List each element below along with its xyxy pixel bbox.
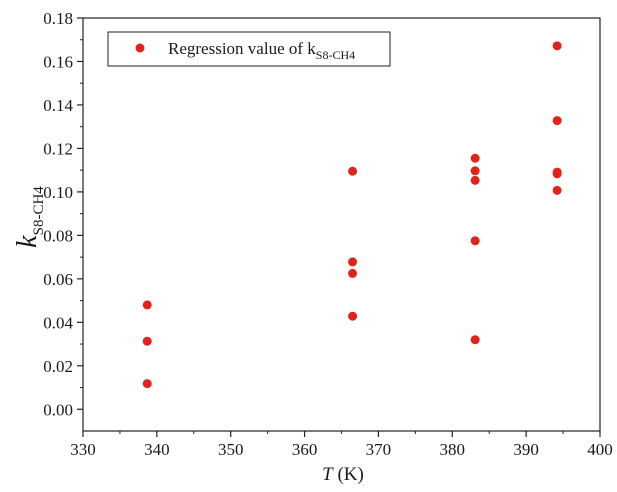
data-point — [552, 41, 562, 51]
x-axis-symbol: T — [322, 464, 334, 485]
plot-frame — [82, 17, 601, 432]
x-tick-label: 330 — [70, 440, 96, 459]
data-point — [470, 335, 480, 345]
y-tick-label: 0.02 — [43, 357, 73, 376]
legend-box — [107, 31, 391, 67]
x-tick-label: 350 — [218, 440, 244, 459]
y-tick-label: 0.08 — [43, 226, 73, 245]
legend-entry-label: Regression value of k — [168, 39, 316, 58]
x-axis-unit: (K) — [333, 464, 364, 485]
data-point — [348, 268, 358, 278]
x-axis-title: T (K) — [322, 464, 364, 485]
y-tick-label: 0.00 — [43, 400, 73, 419]
y-axis-symbol: k — [12, 235, 43, 248]
x-tick-label: 340 — [144, 440, 170, 459]
data-point — [470, 236, 480, 246]
y-axis-title: kS8-CH4 — [12, 186, 47, 248]
x-axis: 330 340 350 360 370 380 390 400 — [70, 431, 613, 459]
plot-area — [82, 17, 601, 432]
data-point — [348, 311, 358, 321]
y-tick-label: 0.18 — [43, 9, 73, 28]
y-axis-subscript: S8-CH4 — [31, 186, 47, 236]
data-point — [552, 185, 562, 195]
legend-entry: Regression value of kS8-CH4 — [168, 39, 355, 62]
y-tick-label: 0.10 — [43, 183, 73, 202]
data-point — [552, 116, 562, 126]
data-point — [470, 175, 480, 185]
data-point — [142, 336, 152, 346]
y-tick-label: 0.12 — [43, 139, 73, 158]
y-tick-label: 0.14 — [43, 96, 73, 115]
data-point — [470, 166, 480, 176]
x-tick-label: 370 — [366, 440, 392, 459]
data-point — [348, 166, 358, 176]
y-tick-label: 0.04 — [43, 313, 73, 332]
legend-entry-subscript: S8-CH4 — [316, 48, 355, 62]
legend: Regression value of kS8-CH4 — [107, 31, 391, 67]
legend-marker — [135, 43, 145, 53]
y-tick-label: 0.16 — [43, 52, 73, 71]
data-point — [348, 257, 358, 267]
svg-text:kS8-CH4: kS8-CH4 — [12, 186, 47, 248]
x-tick-label: 380 — [440, 440, 466, 459]
x-tick-label: 400 — [587, 440, 613, 459]
x-tick-label: 390 — [513, 440, 539, 459]
x-tick-label: 360 — [292, 440, 318, 459]
data-points — [142, 41, 562, 389]
y-axis: 0.00 0.02 0.04 0.06 0.08 0.10 0.12 0.14 0.16 0.18 — [43, 9, 83, 419]
y-tick-label: 0.06 — [43, 270, 73, 289]
data-point — [142, 379, 152, 389]
data-point — [552, 169, 562, 179]
data-point — [142, 300, 152, 310]
data-point — [470, 153, 480, 163]
